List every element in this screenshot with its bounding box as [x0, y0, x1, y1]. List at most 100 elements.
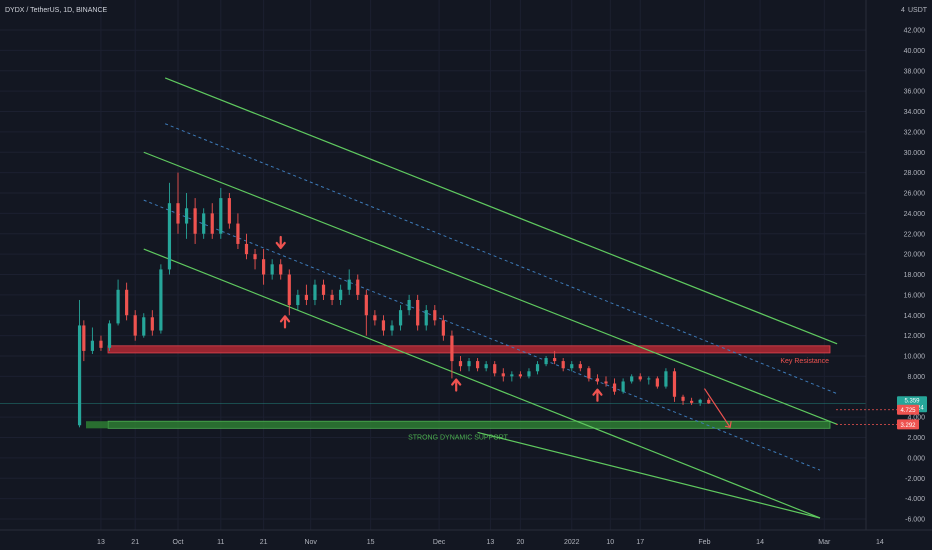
candle[interactable]	[535, 361, 540, 375]
candle[interactable]	[604, 376, 608, 387]
candle[interactable]	[90, 327, 94, 354]
candle[interactable]	[467, 358, 471, 372]
candle[interactable]	[373, 310, 377, 326]
forecast-arrow-icon[interactable]	[703, 388, 732, 429]
x-tick-label: Nov	[304, 539, 317, 546]
candle[interactable]	[655, 376, 659, 389]
arrow-up-icon[interactable]	[279, 315, 291, 329]
candle[interactable]	[82, 320, 86, 362]
candle[interactable]	[476, 358, 480, 372]
candle[interactable]	[339, 284, 343, 306]
channel-line-middle[interactable]	[143, 151, 838, 425]
candle[interactable]	[227, 193, 231, 229]
arrow-down-icon[interactable]	[275, 235, 286, 250]
symbol-title[interactable]: DYDX / TetherUS, 1D, BINANCE	[5, 7, 108, 14]
candle[interactable]	[142, 313, 146, 338]
candle[interactable]	[107, 320, 112, 351]
candle[interactable]	[236, 213, 240, 250]
candle[interactable]	[219, 187, 223, 239]
candle[interactable]	[424, 305, 428, 331]
price-axis-panel[interactable]	[866, 0, 932, 530]
time-axis-panel[interactable]	[0, 530, 932, 550]
candle[interactable]	[347, 269, 351, 295]
candle[interactable]	[587, 366, 591, 382]
candle[interactable]	[253, 249, 257, 270]
candle[interactable]	[690, 397, 694, 405]
candle[interactable]	[518, 371, 522, 379]
candle[interactable]	[330, 289, 334, 306]
candle[interactable]	[364, 289, 368, 336]
candle[interactable]	[621, 378, 625, 394]
arrow-up-icon[interactable]	[592, 388, 603, 402]
candle[interactable]	[287, 269, 291, 316]
candle[interactable]	[441, 315, 445, 341]
candle[interactable]	[578, 361, 582, 372]
channel-midline-2[interactable]	[143, 199, 821, 471]
candle[interactable]	[544, 356, 548, 367]
candle[interactable]	[647, 376, 651, 385]
price-label-level[interactable]: 3.292	[836, 419, 919, 430]
candle[interactable]	[630, 374, 634, 384]
candle[interactable]	[493, 361, 497, 377]
price-axis[interactable]: 42.000 40.000 38.000 36.000 34.000 32.000 30.0…	[904, 28, 926, 524]
candle[interactable]	[501, 368, 505, 382]
candle[interactable]	[484, 361, 488, 372]
candle[interactable]	[279, 259, 283, 280]
candle[interactable]	[202, 208, 206, 239]
candle[interactable]	[176, 172, 180, 234]
candle[interactable]	[244, 233, 249, 260]
candle[interactable]	[510, 371, 514, 382]
candle[interactable]	[304, 284, 308, 306]
candle[interactable]	[553, 350, 557, 365]
candle[interactable]	[321, 279, 326, 300]
candle[interactable]	[167, 182, 172, 275]
candle[interactable]	[433, 305, 437, 326]
candle[interactable]	[561, 358, 565, 372]
candle[interactable]	[681, 394, 685, 405]
candle[interactable]	[125, 282, 129, 321]
candle[interactable]	[707, 397, 711, 404]
currency-label[interactable]: USDT	[908, 7, 928, 14]
candle[interactable]	[527, 368, 531, 379]
candle[interactable]	[210, 203, 214, 239]
candle[interactable]	[612, 378, 617, 395]
price-label-level[interactable]: 4.725	[836, 404, 919, 415]
channel-midline-1[interactable]	[164, 123, 838, 395]
candle[interactable]	[398, 305, 403, 331]
candle[interactable]	[296, 289, 300, 311]
candle[interactable]	[458, 356, 463, 372]
candle[interactable]	[356, 274, 360, 300]
candle[interactable]	[664, 368, 668, 389]
candle[interactable]	[262, 249, 266, 285]
candle[interactable]	[638, 373, 642, 382]
candle[interactable]	[698, 398, 702, 406]
candle-body	[150, 317, 154, 331]
candle[interactable]	[672, 368, 677, 402]
arrow-up-icon[interactable]	[451, 378, 462, 392]
candle[interactable]	[150, 310, 154, 336]
candle[interactable]	[570, 361, 574, 372]
candle[interactable]	[416, 294, 420, 331]
candle[interactable]	[159, 264, 163, 334]
candle[interactable]	[116, 279, 120, 326]
candle[interactable]	[595, 374, 600, 385]
candle[interactable]	[381, 315, 386, 336]
candle[interactable]	[390, 320, 394, 336]
candle[interactable]	[193, 198, 197, 244]
time-axis[interactable]: 13 21 Oct 11 21 Nov 15 Dec 13 20 2022 10 17 Feb 14 Mar 1…	[97, 539, 884, 546]
candle[interactable]	[313, 279, 317, 306]
candle[interactable]	[99, 335, 103, 351]
candle[interactable]	[450, 330, 454, 379]
candle[interactable]	[184, 193, 189, 239]
candle[interactable]	[77, 299, 82, 428]
candle-body	[612, 383, 617, 392]
channel-line-upper[interactable]	[164, 77, 838, 345]
candle[interactable]	[270, 259, 274, 280]
channel-line-bottom-extension[interactable]	[477, 431, 821, 519]
candle[interactable]	[133, 310, 137, 341]
support-zone[interactable]	[107, 420, 831, 429]
candle[interactable]	[407, 294, 411, 316]
resistance-zone[interactable]	[107, 345, 831, 354]
channel-line-lower[interactable]	[143, 248, 821, 519]
